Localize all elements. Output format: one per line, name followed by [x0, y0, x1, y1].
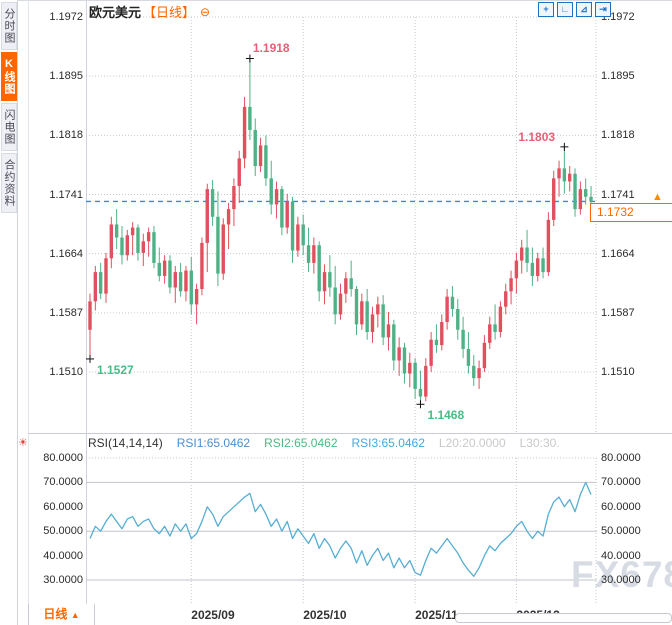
y-axis-label-left: 1.1510 — [49, 366, 83, 378]
y-axis-label-left: 70.0000 — [43, 476, 83, 489]
y-axis-label-left: 1.1818 — [49, 129, 83, 142]
y-axis-label-left: 40.0000 — [43, 549, 83, 562]
candlestick-chart[interactable] — [86, 0, 597, 433]
y-axis-label-left: 1.1587 — [49, 306, 83, 319]
y-axis-label-right: 1.1510 — [601, 366, 635, 378]
x-axis-month-label: 2025/10 — [303, 608, 347, 622]
sidebar-tab-kline-chart[interactable]: K线图 — [1, 52, 17, 101]
rsi-param-value: RSI1:65.0462 — [176, 436, 251, 450]
crosshair-move-icon[interactable]: + — [538, 2, 554, 17]
collapse-icon[interactable]: ⊖ — [200, 4, 211, 19]
y-axis-label-left: 1.1741 — [49, 188, 83, 201]
price-annotation: 1.1803 — [518, 129, 556, 144]
symbol-name: 欧元美元 — [89, 5, 142, 20]
top-border — [17, 0, 672, 1]
axis-scale-right-icon[interactable]: ⊿ — [576, 2, 592, 17]
chart-header: 欧元美元 【日线】 ⊖ — [89, 2, 210, 21]
period-label: 日线 — [43, 607, 68, 621]
y-axis-label-right: 80.0000 — [601, 452, 641, 464]
rsi-param-value: L20:20.0000 — [438, 436, 506, 450]
panel-divider — [28, 433, 672, 434]
y-axis-label-right: 1.1895 — [601, 70, 635, 83]
y-axis-label-left: 50.0000 — [43, 525, 83, 538]
rsi-name: RSI(14,14,14) — [88, 436, 163, 450]
plot-left-border — [86, 0, 87, 604]
rsi-chart[interactable] — [86, 450, 597, 604]
y-axis-label-left: 1.1664 — [49, 247, 83, 260]
y-axis-label-right: 1.1818 — [601, 129, 635, 142]
y-axis-label-left: 1.1895 — [49, 70, 83, 83]
y-axis-label-right: 1.1587 — [601, 306, 635, 319]
price-annotation: 1.1918 — [252, 41, 290, 56]
y-axis-label-right: 70.0000 — [601, 476, 641, 489]
y-axis-label-left: 1.1972 — [49, 11, 83, 23]
y-axis-label-right: 1.1664 — [601, 247, 635, 260]
x-axis-month-label: 2025/09 — [191, 608, 235, 622]
period-tag: 【日线】 — [143, 5, 196, 20]
y-axis-label-left: 80.0000 — [43, 452, 83, 464]
price-annotation: 1.1527 — [97, 362, 134, 377]
price-annotation: 1.1468 — [427, 408, 465, 423]
sidebar-tab-contract-info[interactable]: 合约资料 — [1, 153, 17, 213]
indicator-settings-icon[interactable]: ☀ — [18, 437, 28, 449]
watermark: FX678 — [571, 554, 672, 595]
y-axis-label-right: 1.1972 — [601, 11, 635, 23]
current-price-box: 1.1732 — [590, 203, 672, 222]
chart-toolbar: + ∟ ⊿ ⇥ — [538, 2, 611, 17]
y-axis-label-right: 30.0000 — [601, 574, 641, 586]
x-axis-month-label: 2025/11 — [415, 608, 458, 622]
period-selector[interactable]: 日线 ▲ — [28, 604, 95, 625]
sidebar-tab-flash-chart[interactable]: 闪电图 — [1, 103, 17, 151]
rsi-param-value: L30:30. — [519, 436, 560, 450]
price-up-arrow-icon: ▲ — [652, 191, 663, 203]
axis-column-border — [28, 0, 29, 625]
rsi-param-value: RSI3:65.0462 — [351, 436, 425, 450]
horizontal-scrollbar[interactable] — [455, 613, 672, 623]
axis-scale-left-icon[interactable]: ∟ — [557, 2, 573, 17]
y-axis-label-left: 60.0000 — [43, 500, 83, 513]
rsi-param-value: RSI2:65.0462 — [264, 436, 338, 450]
y-axis-label-right: 60.0000 — [601, 500, 641, 513]
y-axis-label-right: 1.1741 — [601, 188, 635, 201]
y-axis-label-right: 50.0000 — [601, 525, 641, 538]
y-axis-label-left: 30.0000 — [43, 574, 83, 586]
sidebar-tab-time-chart[interactable]: 分时图 — [1, 2, 17, 50]
y-axis-label-right: 40.0000 — [601, 549, 641, 562]
chart-type-sidebar: 分时图 K线图 闪电图 合约资料 — [0, 0, 18, 625]
pan-to-latest-icon[interactable]: ⇥ — [595, 2, 611, 17]
period-arrow-icon: ▲ — [70, 610, 80, 620]
rsi-header: RSI(14,14,14) RSI1:65.0462 RSI2:65.0462 RS… — [88, 436, 594, 450]
